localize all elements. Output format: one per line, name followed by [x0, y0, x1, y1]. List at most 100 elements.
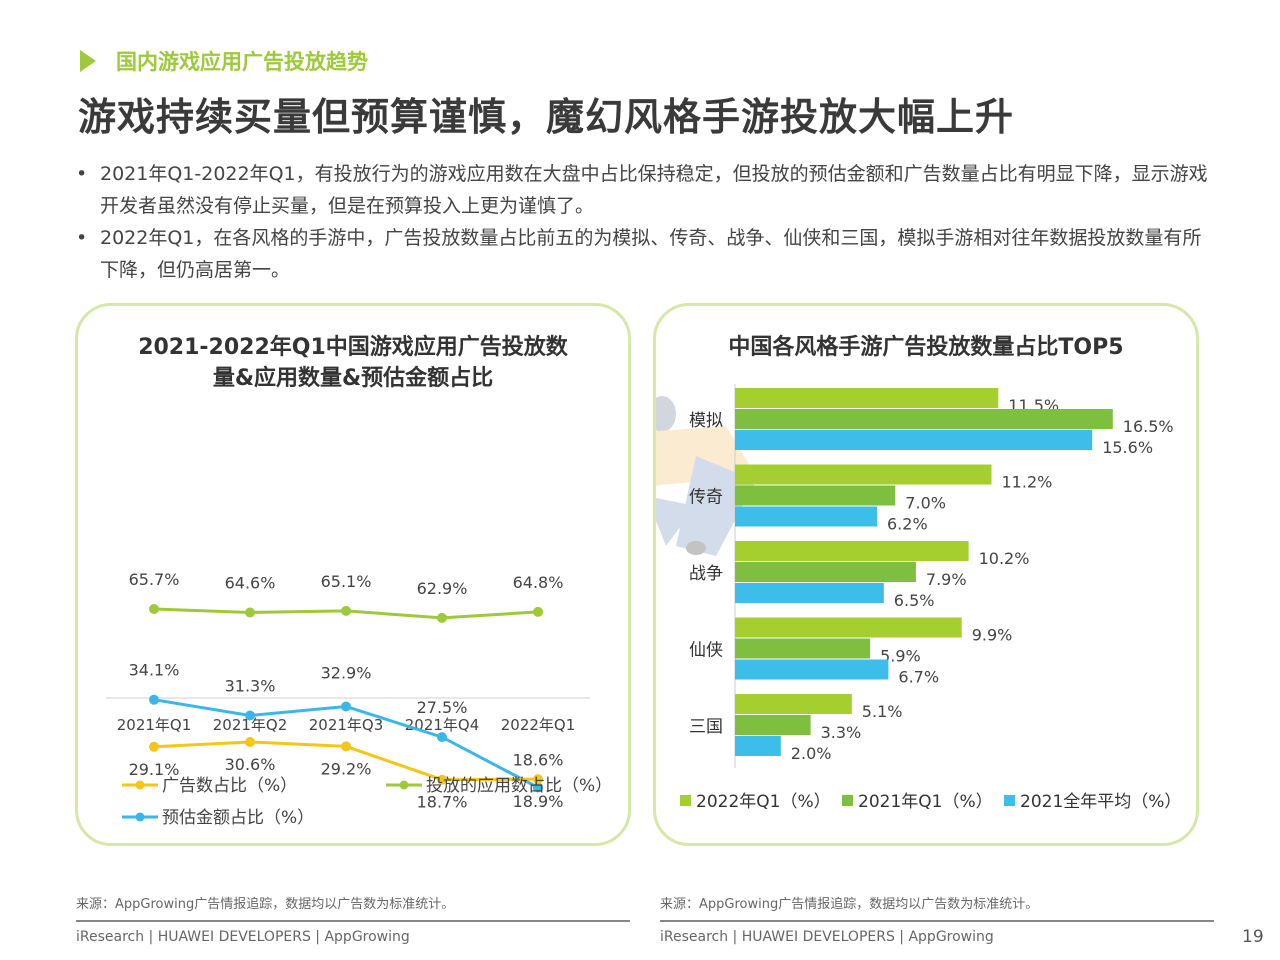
footer-divider — [660, 920, 1214, 922]
section-label: 国内游戏应用广告投放趋势 — [116, 50, 368, 74]
bullet-dot-icon: • — [76, 227, 88, 249]
bar-chart-title: 中国各风格手游广告投放数量占比TOP5 — [728, 335, 1124, 360]
legend-marker — [399, 780, 409, 790]
data-label: 64.8% — [513, 573, 564, 592]
data-label: 32.9% — [321, 664, 372, 683]
bar — [735, 583, 884, 603]
line-chart-title-line: 2021-2022年Q1中国游戏应用广告投放数 — [138, 335, 568, 360]
line-chart-title: 2021-2022年Q1中国游戏应用广告投放数 量&应用数量&预估金额占比 — [78, 332, 628, 394]
data-label: 11.2% — [1002, 473, 1053, 492]
legend-label: 2021全年平均（%） — [1020, 792, 1181, 812]
legend-swatch — [1004, 795, 1015, 806]
bar — [735, 736, 781, 756]
bar — [735, 638, 871, 659]
legend-label: 2021年Q1（%） — [858, 792, 993, 812]
data-label: 5.1% — [862, 702, 903, 721]
x-tick-label: 2021年Q2 — [213, 716, 288, 734]
data-label: 27.5% — [417, 698, 468, 717]
data-point — [341, 741, 351, 752]
bar — [735, 659, 889, 680]
legend-label: 投放的应用数占比（%） — [426, 776, 612, 796]
data-point — [533, 782, 543, 793]
legend-swatch — [842, 795, 853, 806]
bar — [735, 617, 962, 638]
data-label: 18.7% — [417, 793, 468, 812]
data-label: 29.2% — [321, 759, 372, 778]
data-label: 65.7% — [129, 570, 180, 589]
data-label: 7.0% — [905, 494, 946, 513]
data-point — [341, 605, 351, 616]
data-label: 30.6% — [225, 755, 276, 774]
data-point — [437, 612, 447, 623]
data-label: 3.3% — [821, 723, 862, 742]
footer-credit-right: iResearch | HUAWEI DEVELOPERS | AppGrowi… — [660, 929, 994, 945]
data-point — [533, 606, 543, 617]
data-label: 10.2% — [979, 549, 1030, 568]
bar — [735, 694, 852, 714]
data-label: 16.5% — [1123, 417, 1174, 436]
data-label: 62.9% — [417, 579, 468, 598]
line-chart-title-line: 量&应用数量&预估金额占比 — [212, 366, 494, 391]
data-label: 6.5% — [894, 591, 935, 610]
legend-label: 广告数占比（%） — [162, 776, 297, 796]
page-title: 游戏持续买量但预算谨慎，魔幻风格手游投放大幅上升 — [78, 95, 1015, 139]
data-point — [533, 774, 543, 785]
bullet-text: 2022年Q1，在各风格的手游中，广告投放数量占比前五的为模拟、传奇、战争、仙侠… — [100, 227, 1202, 281]
y-tick-label: 战争 — [689, 564, 723, 584]
bar-chart: 模拟11.5%16.5%15.6%传奇11.2%7.0%6.2%战争10.2%7… — [656, 384, 1181, 812]
legend-label: 2022年Q1（%） — [696, 792, 831, 812]
bar — [735, 506, 877, 527]
legend-marker — [135, 812, 145, 822]
legend-swatch — [680, 795, 691, 806]
data-label: 65.1% — [321, 572, 372, 591]
y-tick-label: 三国 — [689, 717, 723, 737]
running-figure-illustration — [656, 396, 756, 556]
bullet-dot-icon: • — [76, 163, 88, 185]
y-tick-label: 仙侠 — [689, 641, 723, 661]
section-tag: 国内游戏应用广告投放趋势 — [80, 46, 368, 76]
bar — [735, 430, 1093, 450]
source-note-right: 来源：AppGrowing广告情报追踪，数据均以广告数为标准统计。 — [660, 897, 1039, 912]
data-label: 34.1% — [129, 661, 180, 680]
line-chart-panel: 2021-2022年Q1中国游戏应用广告投放数 量&应用数量&预估金额占比 20… — [75, 303, 631, 846]
data-label: 31.3% — [225, 677, 276, 696]
data-label: 6.7% — [898, 668, 939, 687]
x-tick-label: 2021年Q3 — [309, 716, 384, 734]
footer-divider — [76, 920, 630, 922]
legend-marker — [135, 780, 145, 790]
bar — [735, 541, 969, 561]
data-label: 7.9% — [926, 570, 967, 589]
bar — [735, 715, 811, 735]
bar — [735, 485, 896, 506]
footer-credit-left: iResearch | HUAWEI DEVELOPERS | AppGrowi… — [76, 929, 410, 945]
data-label: 9.9% — [972, 626, 1013, 645]
source-note-left: 来源：AppGrowing广告情报追踪，数据均以广告数为标准统计。 — [76, 897, 455, 912]
data-label: 29.1% — [129, 760, 180, 779]
data-point — [245, 710, 255, 721]
x-tick-label: 2021年Q1 — [117, 716, 192, 734]
data-point — [149, 741, 159, 752]
bar — [735, 409, 1113, 429]
list-item: • 2022年Q1，在各风格的手游中，广告投放数量占比前五的为模拟、传奇、战争、… — [76, 222, 1216, 286]
page-number: 19 — [1242, 927, 1264, 947]
x-tick-label: 2022年Q1 — [501, 716, 576, 734]
data-label: 5.9% — [880, 647, 921, 666]
data-point — [245, 737, 255, 747]
bullet-list: • 2021年Q1-2022年Q1，有投放行为的游戏应用数在大盘中占比保持稳定，… — [76, 158, 1216, 286]
bar — [735, 562, 916, 582]
data-label: 64.6% — [225, 574, 276, 593]
line-chart: 2021年Q1 2021年Q2 2021年Q3 2021年Q4 2022年Q1 65.7%… — [106, 570, 612, 828]
play-triangle-icon — [80, 50, 96, 72]
data-point — [245, 607, 255, 618]
data-point — [437, 732, 447, 743]
bullet-text: 2021年Q1-2022年Q1，有投放行为的游戏应用数在大盘中占比保持稳定，但投… — [100, 163, 1208, 217]
bar — [735, 464, 992, 485]
data-label: 15.6% — [1102, 438, 1153, 457]
data-point — [149, 604, 159, 614]
x-tick-label: 2021年Q4 — [405, 716, 480, 734]
y-tick-label: 模拟 — [689, 411, 723, 431]
data-point — [341, 701, 351, 712]
y-tick-label: 传奇 — [689, 488, 723, 508]
data-label: 18.9% — [513, 792, 564, 811]
list-item: • 2021年Q1-2022年Q1，有投放行为的游戏应用数在大盘中占比保持稳定，… — [76, 158, 1216, 222]
